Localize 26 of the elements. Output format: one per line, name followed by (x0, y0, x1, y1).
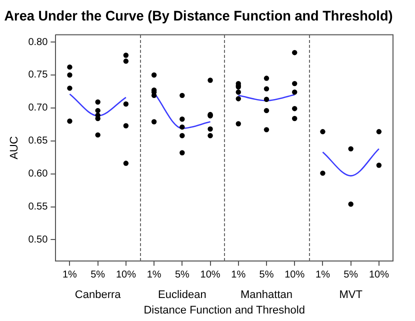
y-tick-label: 0.60 (28, 168, 48, 180)
text: Manhattan (240, 288, 292, 301)
x-tick-label: 1% (315, 270, 330, 281)
x-tick-label: 1% (146, 270, 162, 281)
chart-title: Area Under the Curve (By Distance Function and Threshold) (4, 8, 393, 24)
x-axis-title: Distance Function and Threshold (144, 304, 305, 316)
y-tick-label: 0.75 (28, 70, 48, 81)
y-tick-label: 0.80 (28, 36, 48, 48)
x-tick-label: 5% (174, 270, 190, 281)
y-tick-label: 0.70 (28, 102, 48, 114)
x-tick-label: 10% (200, 270, 220, 281)
x-tick-label: 5% (90, 270, 106, 281)
y-tick-label: 0.55 (28, 202, 48, 213)
y-axis-title: AUC (8, 136, 21, 160)
x-tick-label: 5% (259, 270, 274, 281)
x-tick-label: 10% (284, 270, 305, 281)
y-tick-label: 0.65 (28, 136, 48, 147)
text: MVT (339, 288, 363, 301)
x-tick-label: 1% (62, 270, 78, 281)
text: Canberra (74, 288, 122, 301)
text: Euclidean (158, 288, 206, 301)
x-tick-label: 10% (368, 270, 390, 281)
x-tick-label: 10% (116, 270, 136, 281)
x-tick-label: 5% (344, 270, 358, 281)
y-tick-label: 0.50 (28, 234, 48, 246)
x-tick-label: 1% (231, 270, 246, 281)
